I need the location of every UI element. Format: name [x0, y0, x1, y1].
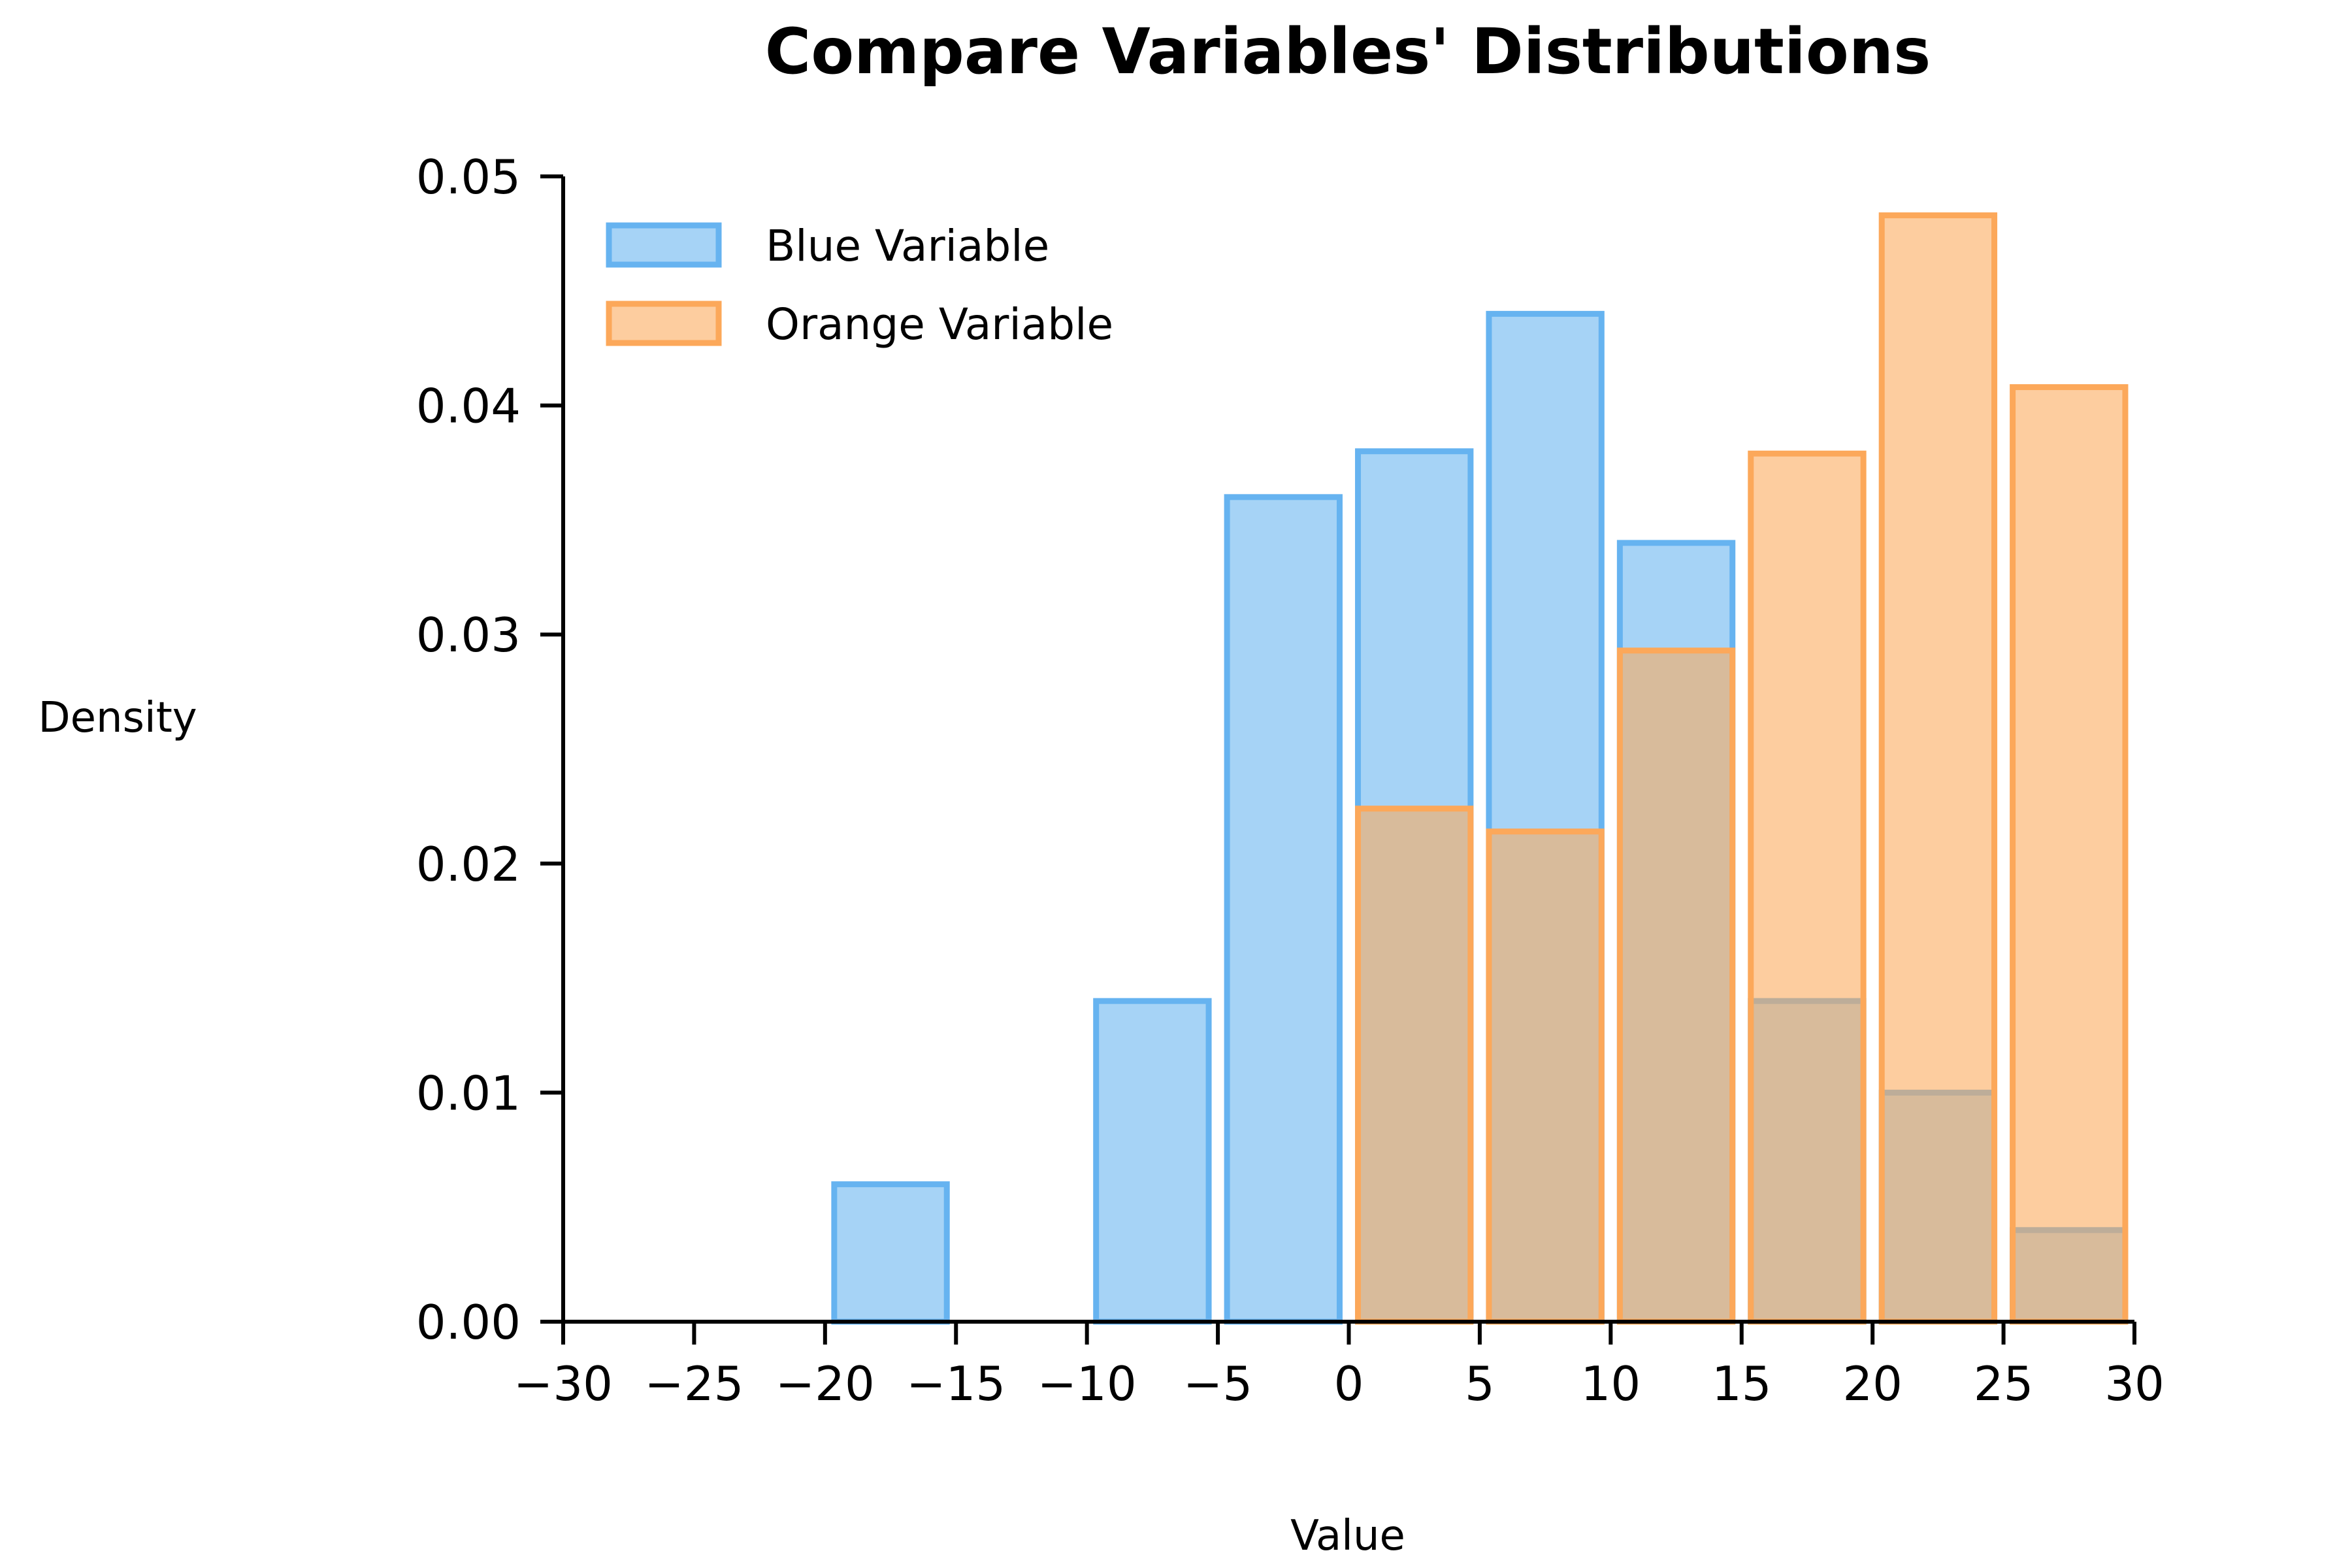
x-tick-label: −20: [776, 1356, 875, 1411]
legend-swatch: [606, 222, 722, 268]
y-tick-label: 0.04: [416, 379, 521, 434]
legend-swatch: [606, 301, 722, 346]
x-tick-label: 5: [1465, 1356, 1495, 1411]
bar: [1748, 450, 1867, 1325]
x-tick-label: 25: [1974, 1356, 2034, 1411]
legend-item: Orange Variable: [606, 299, 1113, 350]
bar: [1616, 647, 1736, 1325]
legend: Blue Variable Orange Variable: [606, 221, 1113, 350]
y-tick-label: 0.01: [416, 1066, 521, 1120]
bar: [1224, 494, 1343, 1325]
x-tick-label: −15: [906, 1356, 1005, 1411]
bar: [1486, 828, 1605, 1325]
x-tick-label: 20: [1842, 1356, 1903, 1411]
y-ticks: 0.00 0.01 0.02 0.03 0.04 0.05: [416, 150, 563, 1350]
x-tick-label: −30: [514, 1356, 613, 1411]
x-tick-label: 15: [1712, 1356, 1772, 1411]
x-tick-label: 10: [1581, 1356, 1641, 1411]
y-axis-label: Density: [38, 694, 197, 742]
bar: [2010, 384, 2129, 1325]
x-ticks: −30 −25 −20 −15 −10 −5 0 5 10 15 20 25 30: [514, 1322, 2164, 1411]
y-tick-label: 0.03: [416, 608, 521, 662]
x-axis-label: Value: [1290, 1512, 1405, 1560]
x-tick-label: 30: [2104, 1356, 2164, 1411]
y-tick-label: 0.02: [416, 837, 521, 892]
bars-layer: [831, 212, 2129, 1325]
bar: [1355, 806, 1474, 1325]
legend-label: Orange Variable: [766, 299, 1113, 350]
series-orange: [1355, 212, 2129, 1325]
y-tick-label: 0.00: [416, 1295, 521, 1350]
x-tick-label: −5: [1183, 1356, 1252, 1411]
y-tick-label: 0.05: [416, 150, 521, 204]
bar: [831, 1181, 950, 1325]
chart-title: Compare Variables' Distributions: [765, 15, 1931, 88]
x-tick-label: −25: [644, 1356, 743, 1411]
x-tick-label: −10: [1037, 1356, 1137, 1411]
legend-item: Blue Variable: [606, 221, 1049, 271]
bar: [1093, 998, 1212, 1325]
x-tick-label: 0: [1334, 1356, 1364, 1411]
legend-label: Blue Variable: [766, 221, 1049, 271]
bar: [1878, 212, 1998, 1325]
